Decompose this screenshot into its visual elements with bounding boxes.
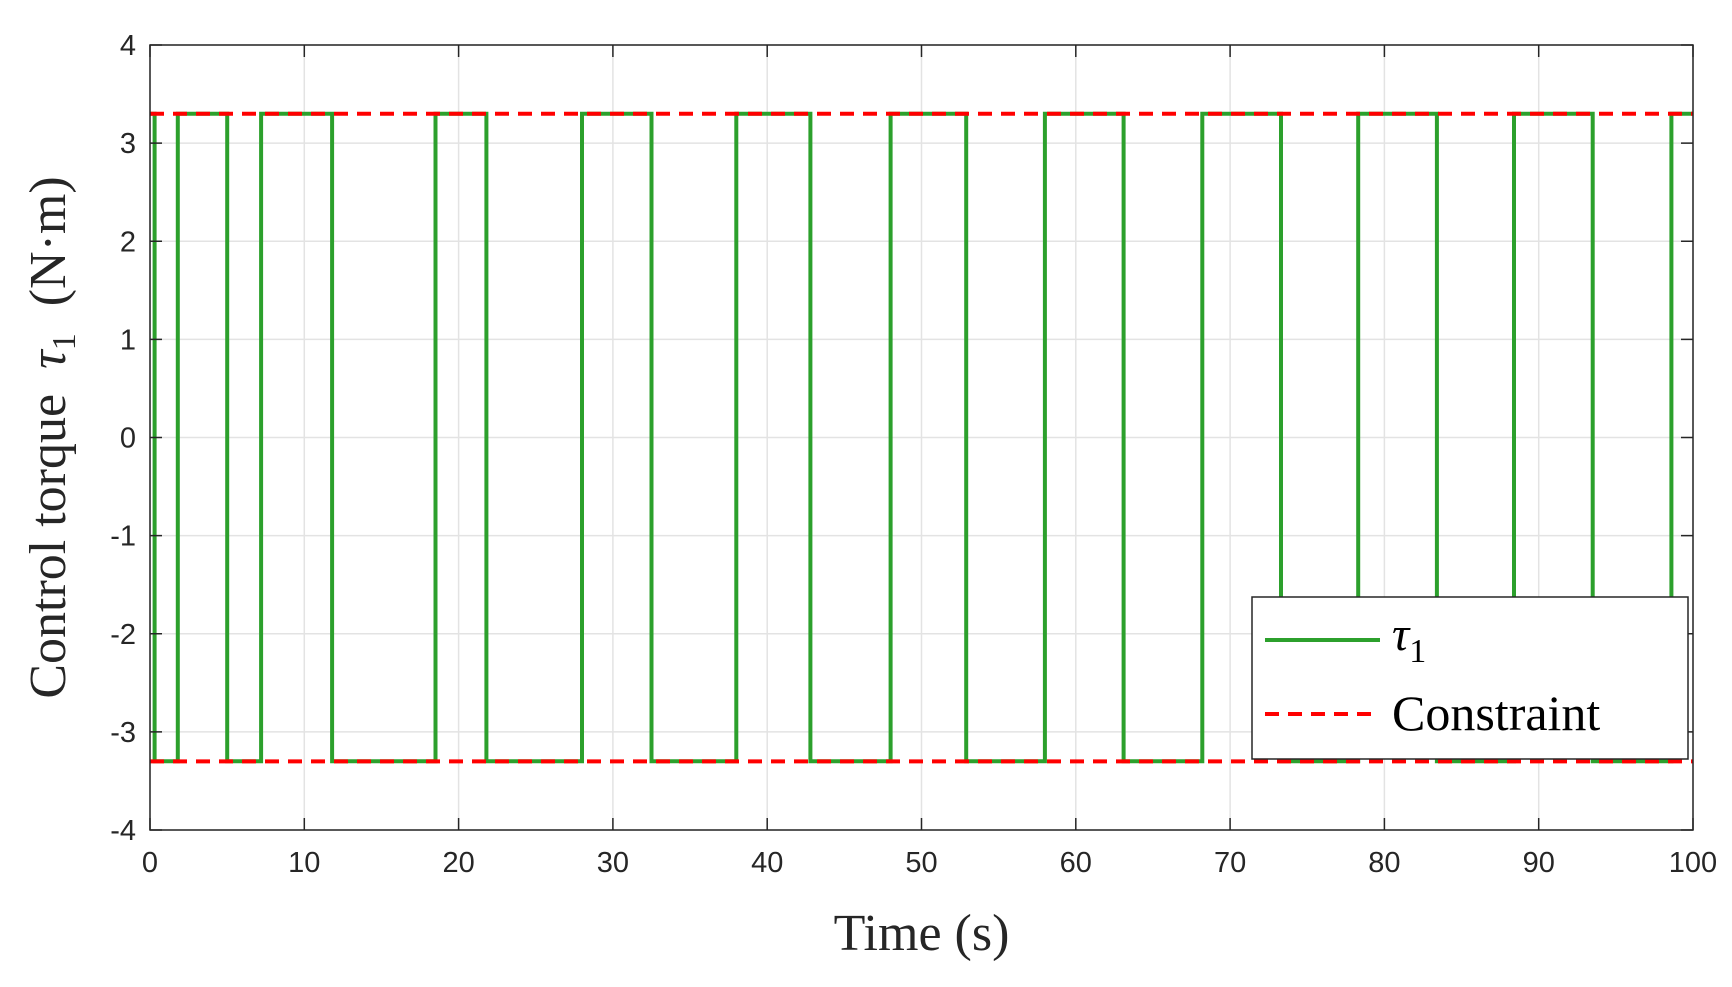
x-tick-label: 20 bbox=[442, 847, 474, 879]
y-axis-title: Control torque τ1 (N·m) bbox=[20, 176, 87, 698]
x-tick-label: 60 bbox=[1060, 847, 1092, 879]
legend-label-tau1-subscript: 1 bbox=[1409, 633, 1426, 670]
y-axis-title-symbol: τ bbox=[20, 348, 77, 369]
legend-label-tau1: τ1 bbox=[1392, 608, 1426, 670]
plot-lines bbox=[150, 111, 1693, 764]
x-tick-label: 70 bbox=[1214, 847, 1246, 879]
y-tick-label: 3 bbox=[120, 128, 136, 160]
x-tick-label: 10 bbox=[288, 847, 320, 879]
y-tick-label: 1 bbox=[120, 324, 136, 356]
x-axis-title: Time (s) bbox=[834, 905, 1010, 962]
x-tick-label: 50 bbox=[905, 847, 937, 879]
x-tick-label: 80 bbox=[1368, 847, 1400, 879]
y-tick-label: 2 bbox=[120, 226, 136, 258]
x-tick-label: 40 bbox=[751, 847, 783, 879]
y-tick-label: 4 bbox=[120, 30, 136, 62]
x-tick-label: 30 bbox=[597, 847, 629, 879]
y-tick-label: -2 bbox=[110, 619, 136, 651]
x-tick-label: 100 bbox=[1669, 847, 1717, 879]
tick-labels: 0 10 20 30 40 50 60 70 80 90 100 -4 -3 -2 -1 0 1 2 3 4 bbox=[110, 30, 1717, 879]
ticks bbox=[149, 44, 1694, 831]
y-tick-label: -3 bbox=[110, 717, 136, 749]
x-tick-label: 90 bbox=[1523, 847, 1555, 879]
legend-box bbox=[1251, 596, 1689, 760]
y-axis-title-unit: (N·m) bbox=[20, 176, 77, 306]
legend: τ1 Constraint bbox=[1251, 596, 1689, 760]
y-axis-title-text: Control torque bbox=[20, 394, 77, 699]
x-tick-label: 0 bbox=[142, 847, 158, 879]
y-tick-label: -1 bbox=[110, 521, 136, 553]
legend-label-constraint: Constraint bbox=[1392, 685, 1600, 741]
legend-label-tau1-symbol: τ bbox=[1392, 608, 1411, 661]
y-axis-title-subscript: 1 bbox=[46, 333, 83, 350]
y-tick-label: 0 bbox=[120, 423, 136, 455]
y-tick-label: -4 bbox=[110, 815, 136, 847]
